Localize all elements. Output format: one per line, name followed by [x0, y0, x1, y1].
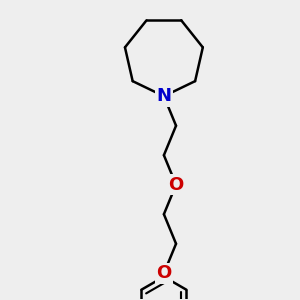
Text: O: O — [168, 176, 184, 194]
Text: O: O — [156, 264, 172, 282]
Text: N: N — [156, 87, 171, 105]
